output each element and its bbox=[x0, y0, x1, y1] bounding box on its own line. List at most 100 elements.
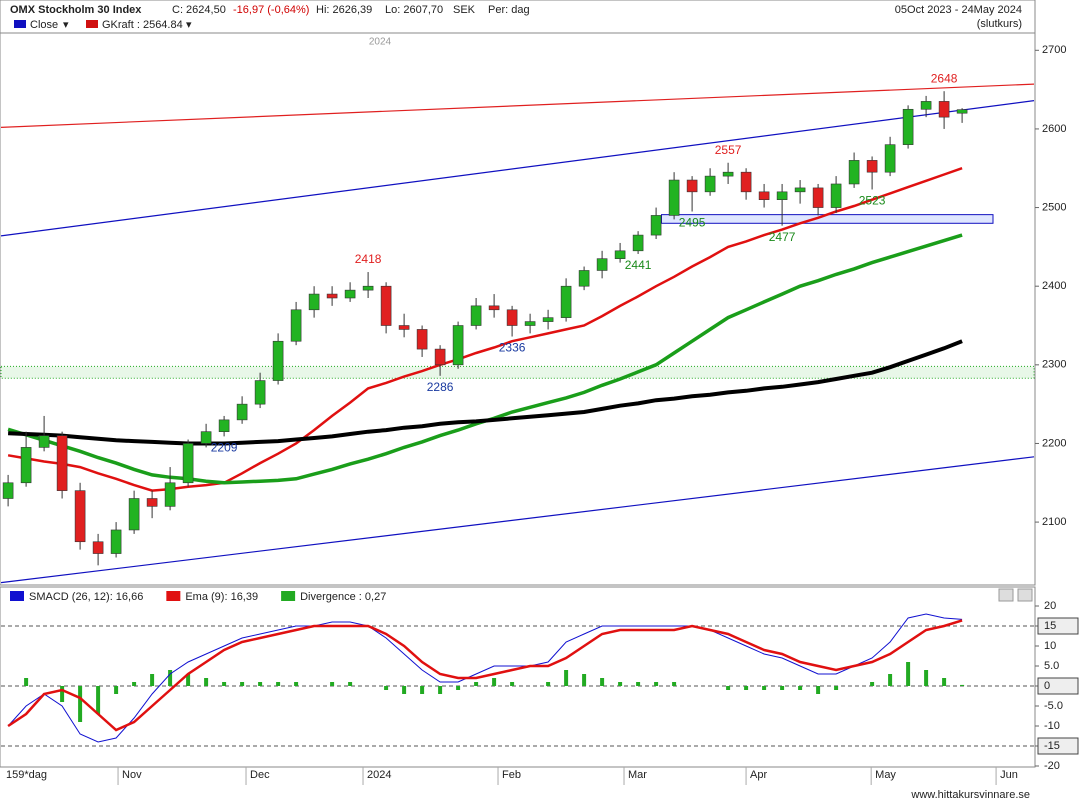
legend-swatch bbox=[166, 591, 181, 601]
candle-body bbox=[956, 109, 968, 114]
trendline bbox=[0, 100, 1035, 237]
y-tick-label: 5.0 bbox=[1044, 660, 1059, 672]
candle-body bbox=[542, 317, 554, 322]
candle-body bbox=[326, 293, 338, 299]
y-tick-label: 0 bbox=[1044, 680, 1050, 692]
candle-body bbox=[146, 498, 158, 507]
candle-body bbox=[2, 482, 14, 499]
histogram-bar bbox=[474, 682, 479, 686]
candle-body bbox=[722, 171, 734, 177]
histogram-bar bbox=[96, 686, 101, 714]
extreme-label: 2418 bbox=[355, 252, 382, 266]
candle-body bbox=[434, 348, 446, 366]
candle-body bbox=[506, 309, 518, 326]
legend-swatch bbox=[86, 20, 98, 28]
period: Per: dag bbox=[488, 4, 530, 16]
main-frame bbox=[0, 32, 1036, 586]
tick-box bbox=[1037, 737, 1079, 755]
candle-body bbox=[236, 403, 248, 421]
histogram-bar bbox=[258, 682, 263, 686]
candle-body bbox=[686, 179, 698, 193]
histogram-bar bbox=[816, 686, 821, 694]
histogram-bar bbox=[510, 682, 515, 686]
histogram-bar bbox=[618, 682, 623, 686]
change-info: -16,97 (-0,64%) bbox=[233, 4, 309, 16]
candle-body bbox=[56, 435, 68, 491]
candle-body bbox=[524, 321, 536, 326]
y-tick-label: -20 bbox=[1044, 760, 1060, 772]
y-tick-label: 10 bbox=[1044, 640, 1056, 652]
candle-body bbox=[632, 234, 644, 252]
histogram-bar bbox=[294, 682, 299, 686]
legend-swatch bbox=[14, 20, 26, 28]
candle-body bbox=[308, 293, 320, 311]
candle-body bbox=[668, 179, 680, 216]
low-info: Lo: 2607,70 bbox=[385, 4, 443, 16]
histogram-bar bbox=[186, 674, 191, 686]
y-tick-label: 15 bbox=[1044, 620, 1056, 632]
candle-body bbox=[488, 305, 500, 311]
candle-body bbox=[884, 144, 896, 173]
legend-swatch bbox=[281, 591, 296, 601]
histogram-bar bbox=[150, 674, 155, 686]
tick-box bbox=[1037, 617, 1079, 635]
legend-label: Divergence : 0,27 bbox=[300, 591, 386, 603]
candle-body bbox=[848, 160, 860, 185]
histogram-bar bbox=[402, 686, 407, 694]
y-tick-label: 2700 bbox=[1042, 44, 1066, 56]
candle-body bbox=[200, 431, 212, 444]
candle-body bbox=[164, 482, 176, 507]
y-tick-label: 2300 bbox=[1042, 359, 1066, 371]
candle-body bbox=[938, 101, 950, 118]
x-tick-label: May bbox=[875, 769, 896, 781]
candle-body bbox=[74, 490, 86, 543]
resistance-box bbox=[661, 214, 994, 224]
candle-body bbox=[128, 498, 140, 531]
close-button[interactable] bbox=[1017, 588, 1033, 602]
x-tick-label: Jun bbox=[1000, 769, 1018, 781]
y-tick-label: 2200 bbox=[1042, 437, 1066, 449]
histogram-bar bbox=[240, 682, 245, 686]
legend-dropdown[interactable]: ▾ bbox=[186, 19, 192, 31]
legend-close[interactable]: Close bbox=[30, 19, 58, 31]
x-tick-label: Nov bbox=[122, 769, 142, 781]
extreme-label: 2286 bbox=[427, 380, 454, 394]
histogram-bar bbox=[456, 686, 461, 690]
trendline bbox=[0, 83, 1035, 128]
candle-body bbox=[218, 419, 230, 432]
histogram-bar bbox=[60, 686, 65, 702]
extreme-label: 2477 bbox=[769, 230, 796, 244]
high-info: Hi: 2626,39 bbox=[316, 4, 372, 16]
x-tick-label: Feb bbox=[502, 769, 521, 781]
histogram-bar bbox=[132, 682, 137, 686]
histogram-bar bbox=[744, 686, 749, 690]
x-tick-label: Apr bbox=[750, 769, 767, 781]
support-zone bbox=[0, 365, 1035, 379]
candle-body bbox=[866, 160, 878, 173]
histogram-bar bbox=[330, 682, 335, 686]
histogram-bar bbox=[654, 682, 659, 686]
candle-body bbox=[830, 183, 842, 208]
extreme-label: 2648 bbox=[931, 71, 958, 85]
candle-body bbox=[182, 443, 194, 484]
candle-body bbox=[902, 108, 914, 145]
title: OMX Stockholm 30 Index bbox=[10, 4, 142, 16]
candle-body bbox=[20, 447, 32, 484]
histogram-bar bbox=[438, 686, 443, 694]
legend-dropdown[interactable]: ▾ bbox=[63, 19, 69, 31]
legend-gkraft[interactable]: GKraft : 2564.84 bbox=[102, 19, 183, 31]
histogram-bar bbox=[348, 682, 353, 686]
candle-body bbox=[470, 305, 482, 326]
y-tick-label: 2400 bbox=[1042, 280, 1066, 292]
extreme-label: 2523 bbox=[859, 194, 886, 208]
zoom-button[interactable] bbox=[998, 588, 1014, 602]
histogram-bar bbox=[420, 686, 425, 694]
candle-body bbox=[38, 435, 50, 448]
extreme-label: 2441 bbox=[625, 258, 652, 272]
histogram-bar bbox=[636, 682, 641, 686]
histogram-bar bbox=[384, 686, 389, 690]
histogram-bar bbox=[960, 684, 965, 686]
candle-body bbox=[740, 171, 752, 193]
histogram-bar bbox=[924, 670, 929, 686]
